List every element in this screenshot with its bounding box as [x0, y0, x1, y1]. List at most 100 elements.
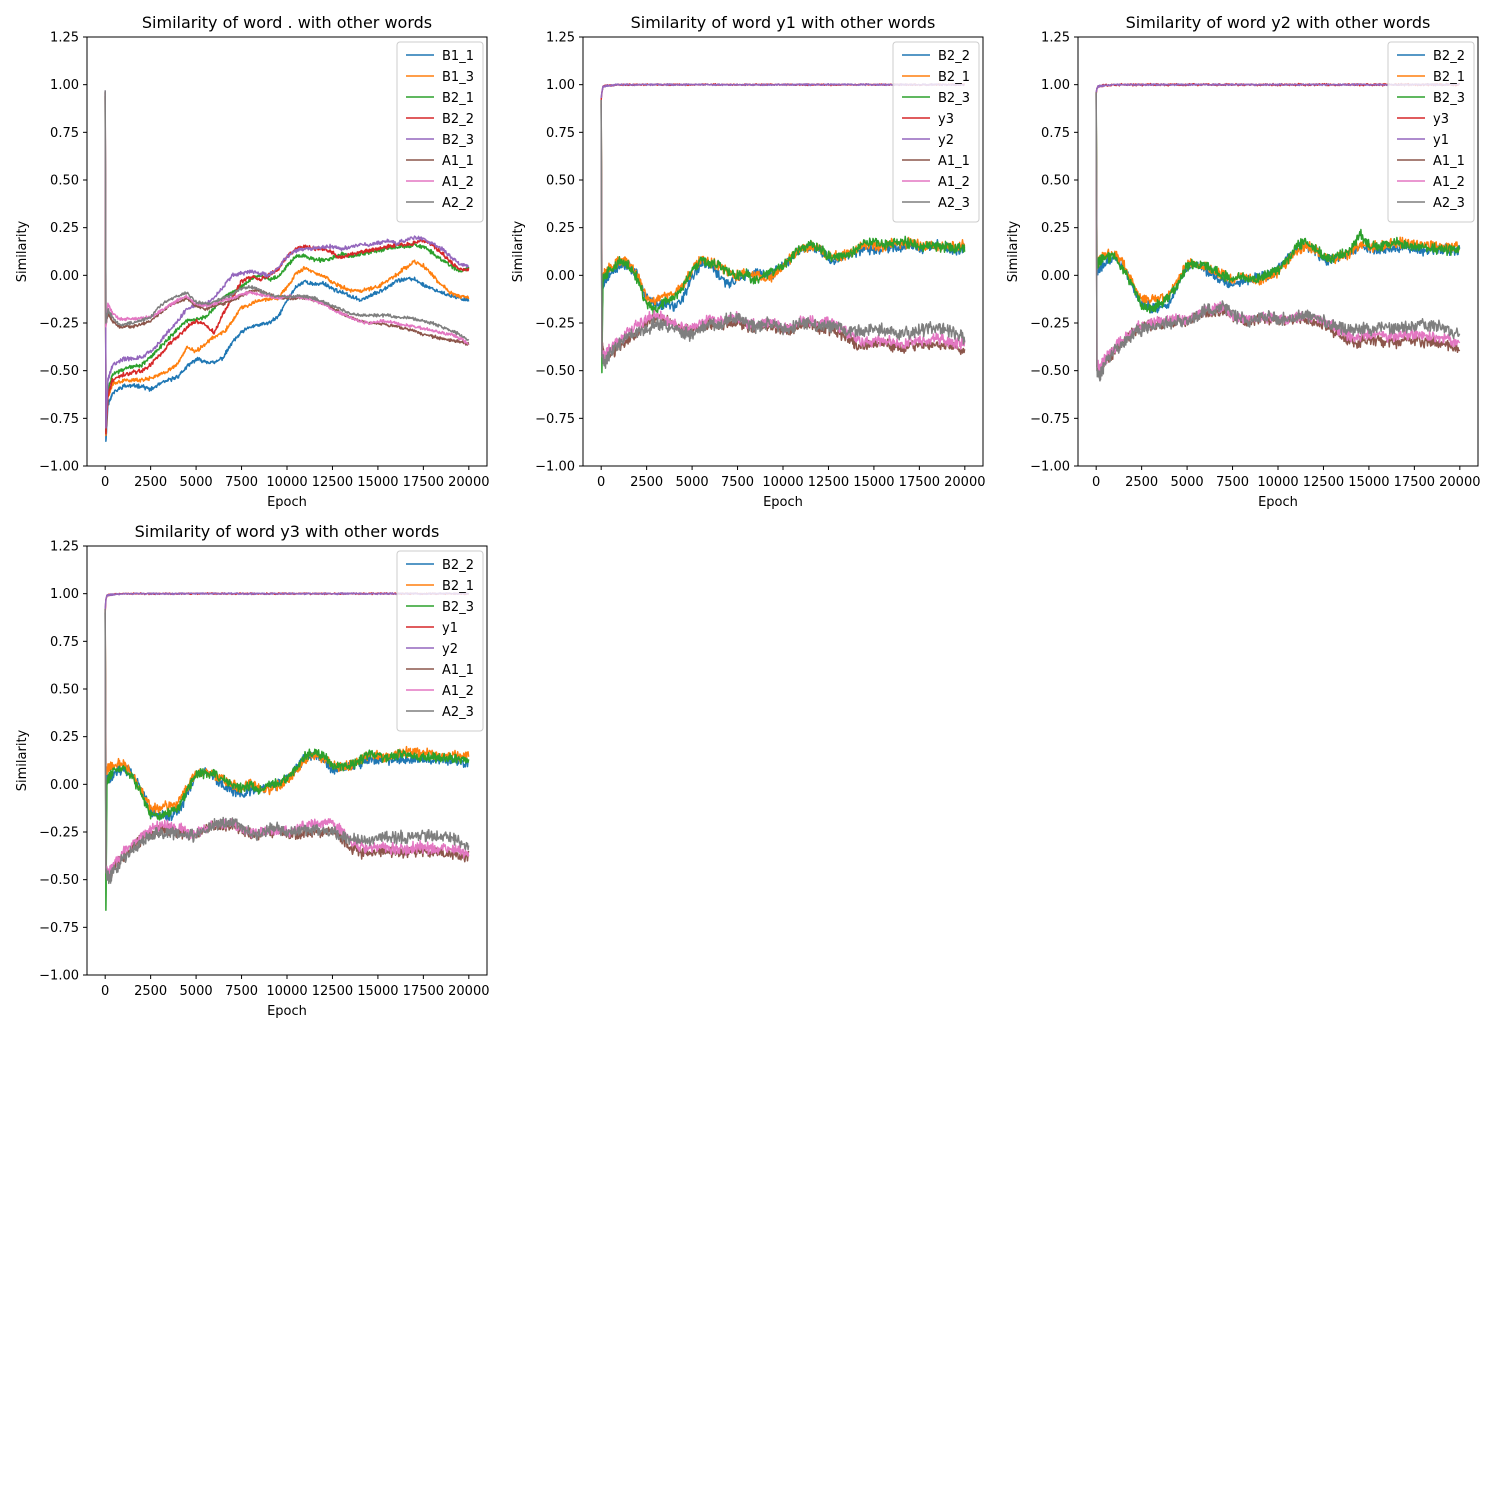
y-tick-label: −0.50	[535, 364, 575, 379]
y-tick-label: 0.00	[50, 269, 79, 284]
x-tick-label: 15000	[1348, 475, 1389, 490]
series-line-B2_2	[104, 92, 470, 435]
legend-label: y3	[1433, 112, 1449, 127]
y-tick-label: 0.75	[50, 635, 79, 650]
x-tick-label: 0	[1092, 475, 1100, 490]
x-tick-label: 7500	[225, 475, 258, 490]
y-tick-label: −0.50	[39, 364, 79, 379]
legend-label: A1_2	[442, 175, 474, 190]
y-tick-label: 0.50	[50, 683, 79, 698]
series-line-A1_2	[104, 608, 470, 878]
legend-label: B2_1	[1433, 70, 1465, 85]
legend-label: y1	[442, 621, 458, 636]
legend-box	[396, 550, 484, 732]
legend-box	[1387, 41, 1475, 223]
chart-title: Similarity of word y1 with other words	[631, 13, 936, 32]
y-tick-label: 1.25	[546, 31, 575, 46]
legend-label: A1_1	[938, 154, 970, 169]
x-tick-label: 7500	[225, 984, 258, 999]
legend-label: y3	[938, 112, 954, 127]
series-lines	[104, 90, 470, 442]
y-tick-label: 0.75	[546, 126, 575, 141]
legend-label: B1_1	[442, 49, 474, 64]
series-line-B1_1	[104, 96, 470, 442]
chart-panel-2: 0 2500 5000 7500 10000 12500 15000 17500 20000 −1…	[511, 13, 985, 510]
y-tick-label: 0.25	[50, 221, 79, 236]
x-tick-label: 10000	[266, 475, 307, 490]
x-tick-label: 10000	[762, 475, 803, 490]
y-tick-label: −1.00	[1030, 460, 1070, 475]
legend-label: A2_3	[1433, 196, 1465, 211]
legend-label: A2_3	[938, 196, 970, 211]
series-line-A2_2	[104, 90, 470, 341]
x-tick-label: 12500	[312, 475, 353, 490]
y-tick-label: 1.00	[50, 587, 79, 602]
chart-title: Similarity of word y2 with other words	[1126, 13, 1431, 32]
y-tick-label: 0.25	[50, 730, 79, 745]
legend: B2_2 B2_1 B2_3 y3 y1 A1_1 A1_2 A2_3	[1387, 41, 1475, 223]
x-tick-label: 20000	[448, 475, 489, 490]
x-tick-label: 2500	[134, 984, 167, 999]
x-tick-label: 12500	[808, 475, 849, 490]
y-tick-label: 1.00	[1041, 78, 1070, 93]
legend: B1_1 B1_3 B2_1 B2_2 B2_3 A1_1 A1_2 A2_2	[396, 41, 484, 223]
legend-label: B1_3	[442, 70, 474, 85]
chart-title: Similarity of word y3 with other words	[135, 522, 440, 541]
y-axis-label: Similarity	[1006, 220, 1021, 282]
legend-label: B2_2	[442, 558, 474, 573]
legend-label: B2_1	[442, 579, 474, 594]
legend-label: A1_1	[442, 663, 474, 678]
legend-label: A1_2	[938, 175, 970, 190]
y-tick-label: 0.75	[50, 126, 79, 141]
y-tick-label: 1.25	[50, 31, 79, 46]
legend-label: B2_3	[938, 91, 970, 106]
y-tick-label: 0.75	[1041, 126, 1070, 141]
legend-label: B2_2	[938, 49, 970, 64]
y-tick-label: 1.00	[50, 78, 79, 93]
series-line-B2_3	[104, 612, 470, 911]
series-line-B2_3	[104, 90, 470, 429]
y-tick-label: 1.25	[1041, 31, 1070, 46]
y-axis-label: Similarity	[15, 729, 30, 791]
y-tick-label: −0.25	[39, 826, 79, 841]
y-tick-label: −0.75	[535, 412, 575, 427]
x-tick-label: 17500	[403, 475, 444, 490]
y-axis-label: Similarity	[511, 220, 526, 282]
legend-label: A1_2	[442, 684, 474, 699]
legend-label: A2_3	[442, 705, 474, 720]
y-tick-label: 0.00	[50, 778, 79, 793]
y-tick-label: −1.00	[535, 460, 575, 475]
y-tick-label: 0.50	[1041, 174, 1070, 189]
y-tick-label: 0.50	[50, 174, 79, 189]
legend-label: A1_1	[442, 154, 474, 169]
x-tick-label: 17500	[403, 984, 444, 999]
y-tick-label: −0.50	[39, 873, 79, 888]
x-tick-label: 0	[597, 475, 605, 490]
x-tick-label: 7500	[721, 475, 754, 490]
x-tick-label: 5000	[180, 475, 213, 490]
y-tick-label: 1.25	[50, 540, 79, 555]
legend-label: B2_3	[1433, 91, 1465, 106]
x-tick-label: 15000	[853, 475, 894, 490]
x-tick-label: 5000	[180, 984, 213, 999]
x-tick-label: 20000	[448, 984, 489, 999]
legend-box	[892, 41, 980, 223]
x-tick-label: 2500	[1125, 475, 1158, 490]
legend-label: B2_2	[442, 112, 474, 127]
x-tick-label: 10000	[266, 984, 307, 999]
series-line-A2_3	[1095, 92, 1461, 382]
legend: B2_2 B2_1 B2_3 y3 y2 A1_1 A1_2 A2_3	[892, 41, 980, 223]
y-tick-label: 1.00	[546, 78, 575, 93]
x-tick-label: 10000	[1257, 475, 1298, 490]
x-tick-label: 5000	[676, 475, 709, 490]
chart-panel-3: 0 2500 5000 7500 10000 12500 15000 17500 20000 −1…	[1006, 13, 1480, 510]
series-lines	[1095, 82, 1461, 382]
series-line-A2_3	[104, 608, 470, 885]
y-tick-label: −0.25	[535, 317, 575, 332]
y-tick-label: −0.25	[1030, 317, 1070, 332]
series-lines	[104, 592, 470, 911]
y-tick-label: −0.75	[1030, 412, 1070, 427]
x-tick-label: 2500	[134, 475, 167, 490]
x-axis-label: Epoch	[267, 495, 307, 510]
